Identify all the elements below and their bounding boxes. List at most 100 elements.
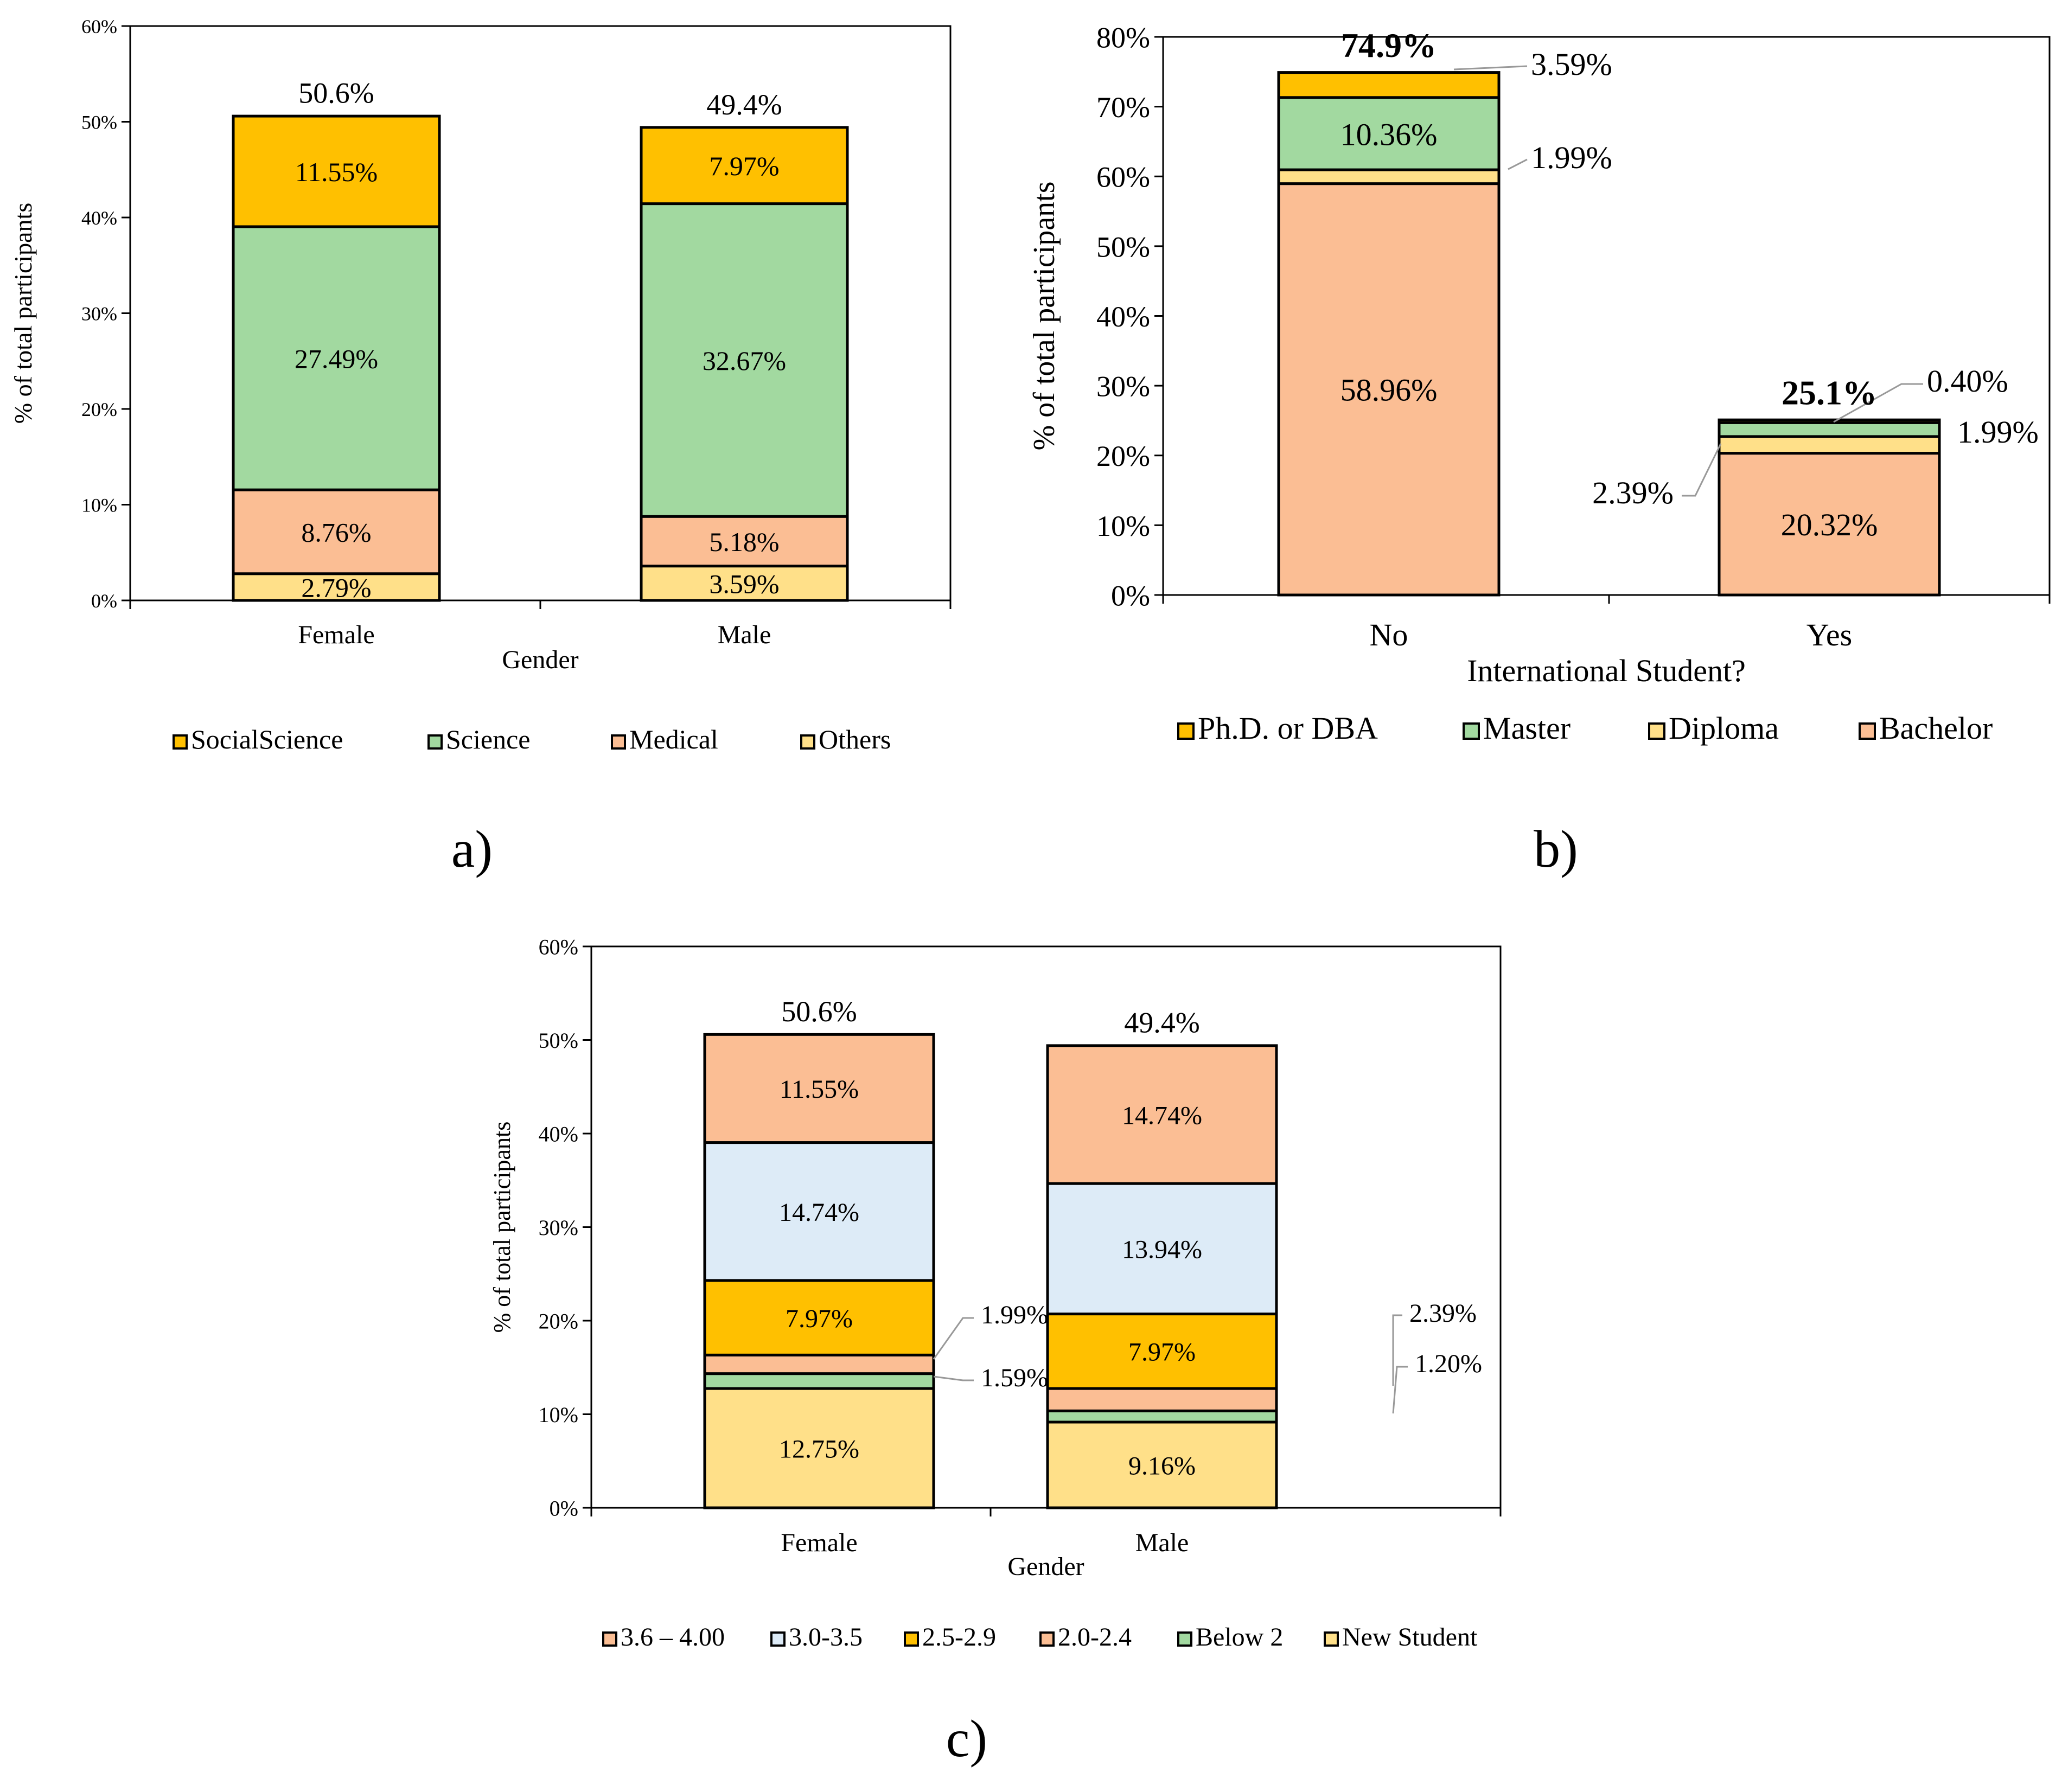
- x-axis-title: Gender: [502, 645, 578, 674]
- bar-segment-master-yes: [1718, 421, 1941, 438]
- data-label: 11.55%: [780, 1075, 859, 1104]
- bar-segment-others-male: [640, 565, 849, 602]
- y-tick-label: 40%: [539, 1122, 578, 1146]
- total-label: 74.9%: [1341, 26, 1437, 65]
- data-label: 7.97%: [1128, 1338, 1196, 1367]
- y-tick-label: 60%: [539, 935, 578, 959]
- y-tick-label: 50%: [539, 1028, 578, 1053]
- y-tick-label: 60%: [1096, 161, 1150, 194]
- leader-line: [933, 1375, 974, 1381]
- total-label: 25.1%: [1782, 373, 1877, 412]
- legend-label: 3.0-3.5: [789, 1623, 863, 1652]
- y-axis-title: % of total participants: [489, 1122, 515, 1333]
- data-label: 8.76%: [301, 517, 371, 547]
- bar-segment-new-student-female: [703, 1387, 935, 1509]
- bar-segment-master-no: [1277, 96, 1501, 171]
- data-label: 7.97%: [786, 1304, 853, 1333]
- bar-segment-bachelor-yes: [1718, 452, 1941, 597]
- y-tick-label: 80%: [1096, 21, 1150, 54]
- legend-label: SocialScience: [191, 724, 343, 754]
- legend-label: Others: [819, 724, 891, 754]
- leader-line: [1392, 1314, 1402, 1386]
- data-label: 1.99%: [1531, 140, 1612, 175]
- bar-segment-socialscience-male: [640, 126, 849, 206]
- bar-segment-bachelor-no: [1277, 182, 1501, 597]
- leader-line: [1453, 65, 1528, 71]
- data-label: 14.74%: [1122, 1101, 1202, 1130]
- panel-label-c: c): [946, 1710, 987, 1768]
- legend-swatch: [1177, 722, 1195, 740]
- y-axis-title: % of total participants: [9, 203, 37, 424]
- legend: SocialScience Science Medical Others: [173, 724, 891, 754]
- legend-label: New Student: [1342, 1623, 1478, 1652]
- y-axis-title: % of total participants: [1027, 181, 1061, 450]
- y-tick-label: 30%: [81, 303, 117, 324]
- total-label: 50.6%: [298, 77, 374, 110]
- x-category-label: Female: [781, 1528, 857, 1557]
- x-category-label: Male: [718, 620, 771, 649]
- data-label: 2.79%: [301, 572, 371, 603]
- bar-segment-2-5-2-9-female: [703, 1279, 935, 1356]
- data-label: 2.39%: [1592, 475, 1674, 510]
- y-tick-label: 50%: [1096, 231, 1150, 263]
- legend-label: Medical: [629, 724, 718, 754]
- data-label: 32.67%: [703, 345, 786, 376]
- bar-segment-diploma-yes: [1718, 435, 1941, 455]
- data-label: 5.18%: [709, 527, 779, 557]
- bar-segment-3-0-3-5-male: [1046, 1182, 1278, 1316]
- legend-label: Bachelor: [1879, 711, 1993, 746]
- data-label: 7.97%: [709, 151, 779, 181]
- data-label: 1.99%: [1957, 414, 2039, 450]
- panel-label-b: b): [1534, 820, 1578, 879]
- bar-segment-socialscience-female: [232, 114, 441, 228]
- data-label: 9.16%: [1128, 1451, 1196, 1480]
- panel-label-a: a): [451, 820, 493, 879]
- leader-line: [1682, 443, 1722, 497]
- data-label: 2.39%: [1409, 1299, 1477, 1328]
- x-axis-title: International Student?: [1467, 653, 1746, 688]
- bar-segment-medical-female: [232, 488, 441, 575]
- legend: Ph.D. or DBA Master Diploma Bachelor: [1177, 711, 1993, 746]
- bar-segment-others-female: [232, 572, 441, 602]
- bar-segment-ph-d-or-dba-no: [1277, 71, 1501, 99]
- data-label: 58.96%: [1340, 373, 1438, 408]
- y-tick-label: 0%: [1111, 579, 1150, 612]
- leader-line: [1508, 158, 1528, 170]
- legend-swatch: [602, 1631, 617, 1647]
- data-label: 27.49%: [295, 344, 378, 374]
- chart-a: 0% 10% 20% 30% 40% 50% 60% 2.79% 8.76% 27.49% 11.5…: [9, 16, 952, 754]
- data-label: 1.99%: [981, 1301, 1048, 1329]
- legend-label: 2.0-2.4: [1058, 1623, 1132, 1652]
- bar-segment-3-6-4-00-male: [1046, 1044, 1278, 1185]
- y-tick-label: 20%: [1096, 440, 1150, 472]
- y-tick-label: 0%: [550, 1496, 578, 1520]
- x-category-label: Yes: [1806, 617, 1852, 652]
- chart-c: 0% 10% 20% 30% 40% 50% 60% 12.75% 1.59% 1.99% 7.97…: [489, 935, 1502, 1652]
- bar-segment-diploma-no: [1277, 168, 1501, 185]
- y-tick-label: 60%: [81, 16, 117, 37]
- y-tick-label: 40%: [1096, 300, 1150, 333]
- total-label: 49.4%: [1124, 1007, 1199, 1039]
- x-category-label: Female: [298, 620, 374, 649]
- y-tick-label: 0%: [91, 590, 117, 612]
- y-tick-label: 30%: [1096, 370, 1150, 403]
- total-label: 49.4%: [706, 88, 782, 121]
- bar-segment-3-6-4-00-female: [703, 1033, 935, 1144]
- legend-swatch: [1324, 1631, 1339, 1647]
- y-tick-label: 10%: [539, 1403, 578, 1427]
- legend-label: 3.6 – 4.00: [621, 1623, 725, 1652]
- data-label: 12.75%: [779, 1435, 859, 1463]
- legend-label: Below 2: [1196, 1623, 1283, 1652]
- data-label: 11.55%: [295, 157, 378, 187]
- legend-swatch: [173, 734, 188, 750]
- data-label: 1.20%: [1415, 1349, 1482, 1378]
- bar-segment-new-student-male: [1046, 1420, 1278, 1509]
- bar-segment-below-2-male: [1046, 1409, 1278, 1424]
- legend-swatch: [1648, 722, 1665, 740]
- legend-swatch: [1859, 722, 1876, 740]
- leader-line: [933, 1317, 974, 1360]
- y-tick-label: 10%: [81, 494, 117, 516]
- legend-label: Diploma: [1669, 711, 1779, 746]
- legend-swatch: [904, 1631, 919, 1647]
